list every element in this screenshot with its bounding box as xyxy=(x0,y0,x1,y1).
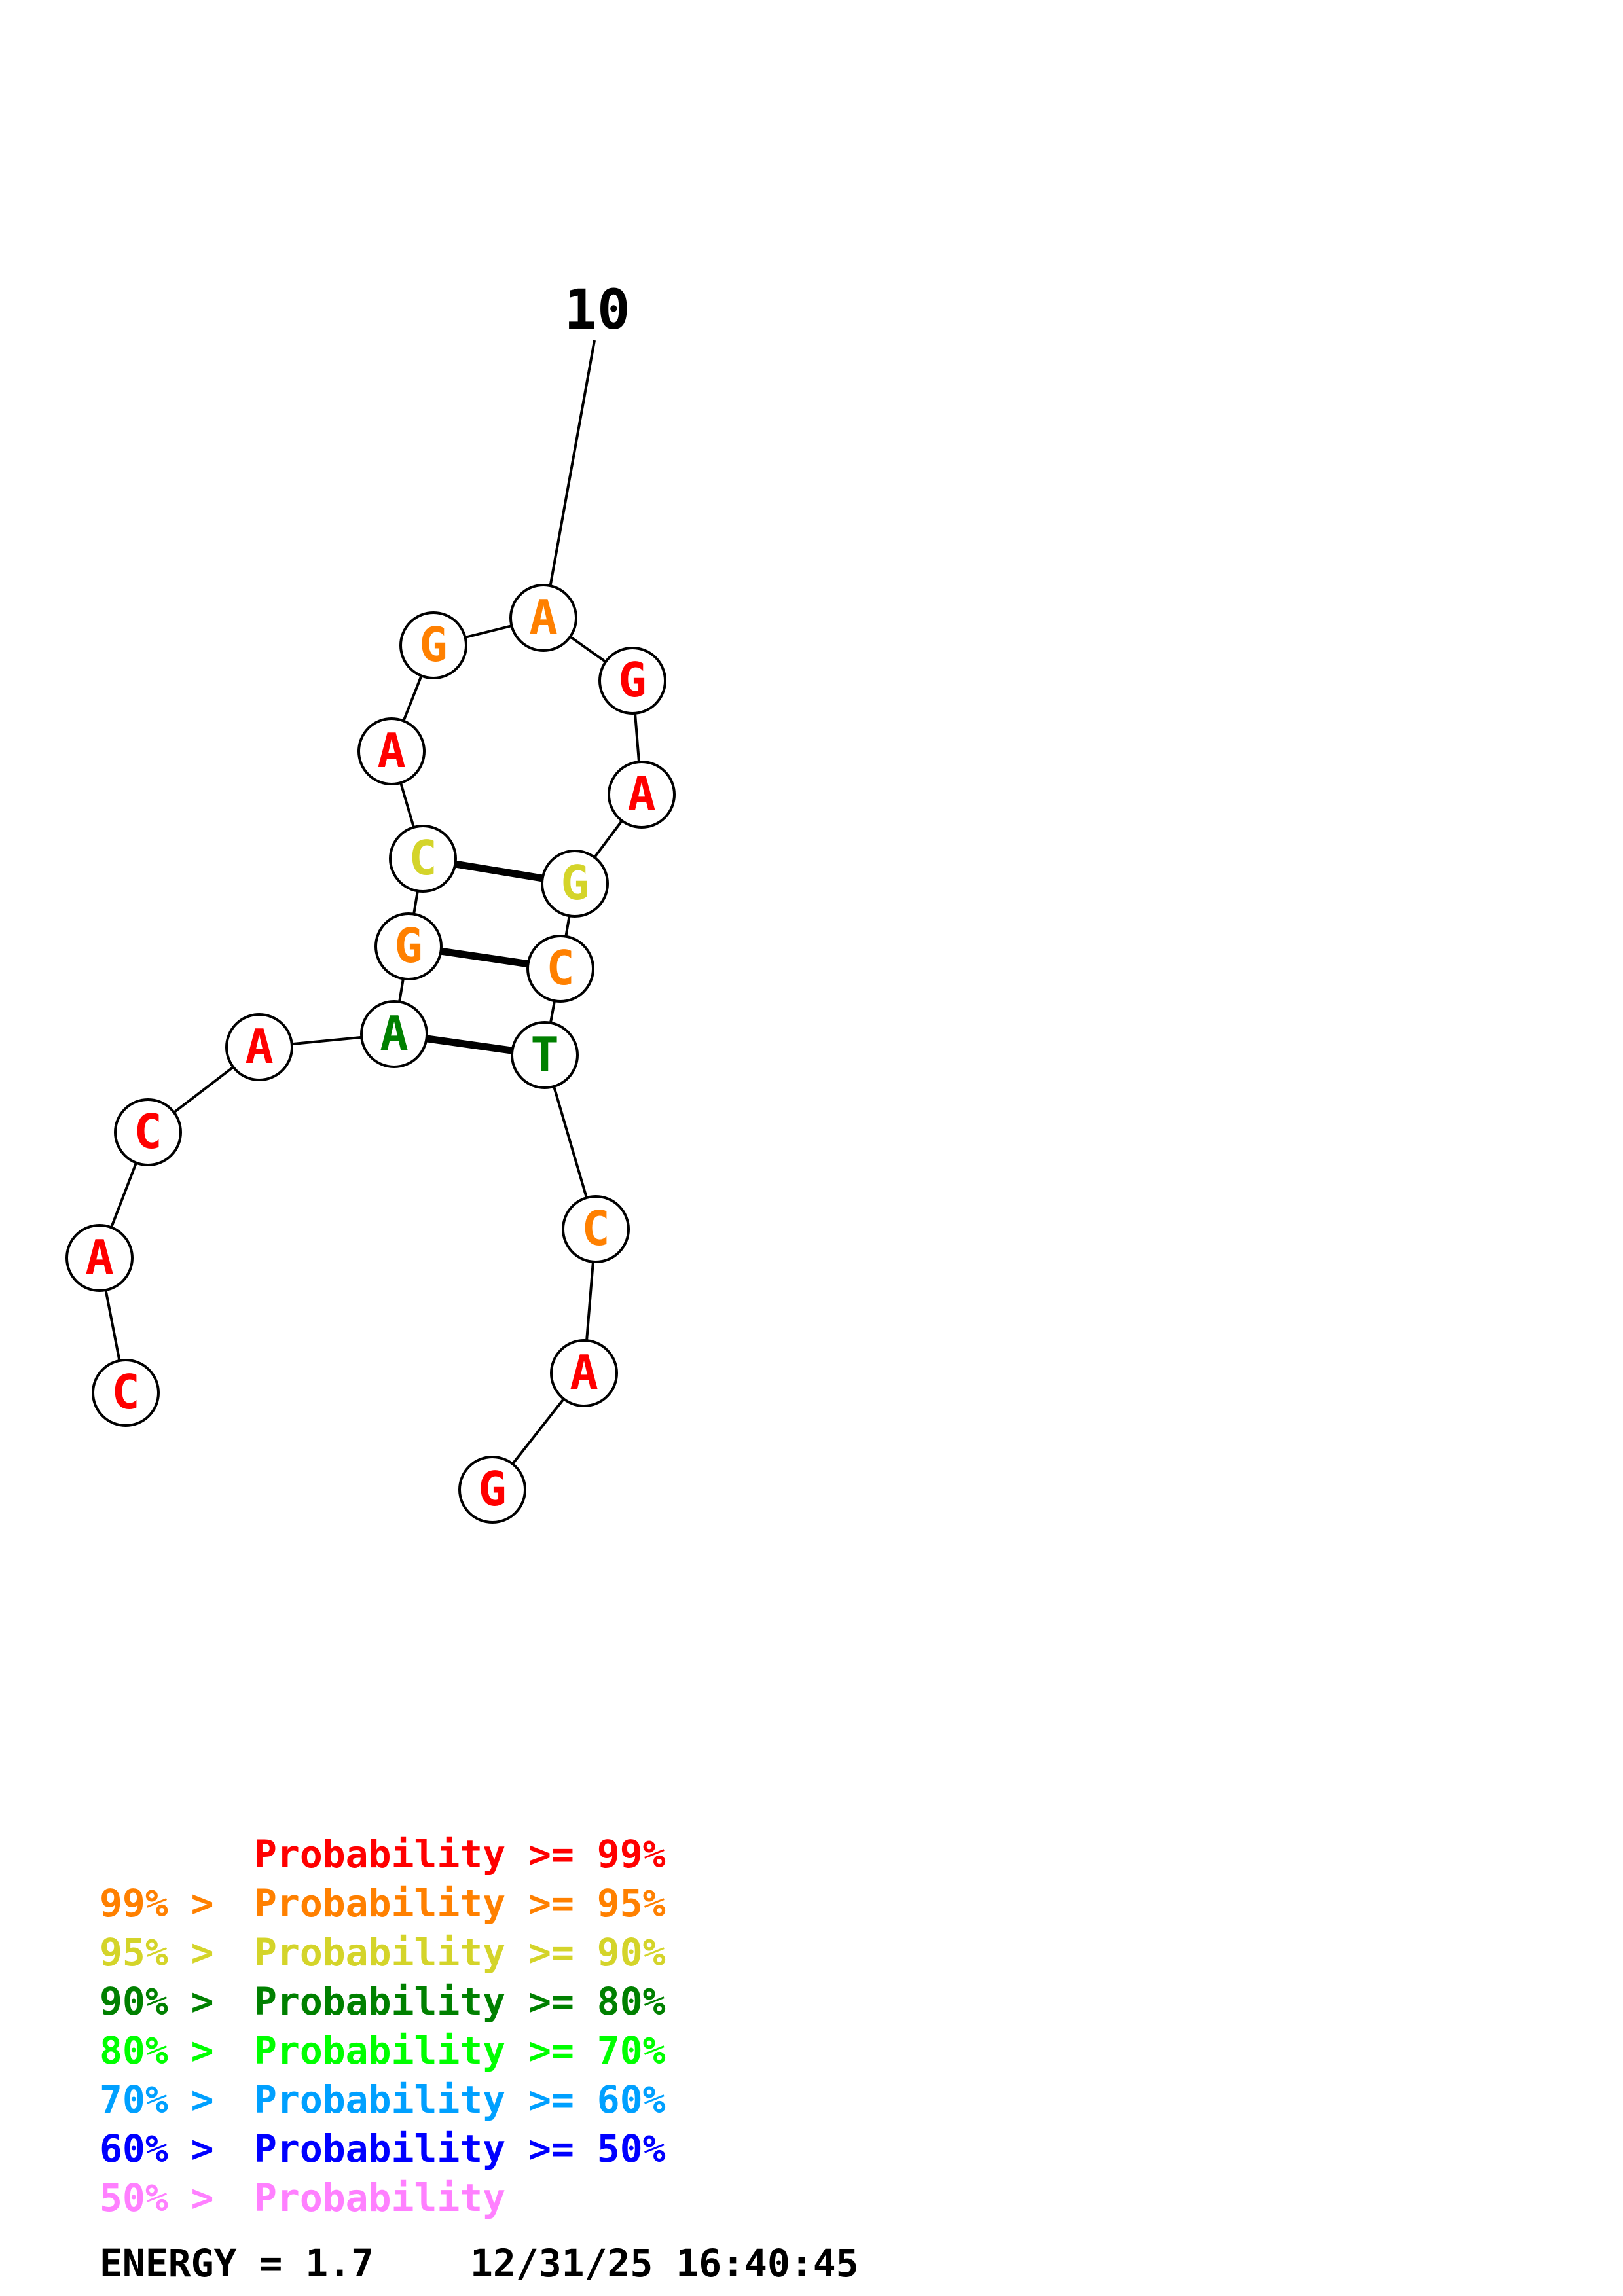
legend-label: Probability >= 99% xyxy=(254,1832,666,1876)
nucleotide-circle xyxy=(225,1013,293,1081)
nucleotide-circle xyxy=(114,1098,182,1166)
nucleotide-letter: A xyxy=(85,1230,113,1285)
nucleotide-circle xyxy=(389,825,457,893)
nucleotide-circle xyxy=(360,1000,428,1068)
nucleotide-letter: G xyxy=(394,918,422,973)
nucleotide-letter: A xyxy=(380,1006,408,1061)
legend-line: 70% > Probability >= 60% xyxy=(100,2077,666,2122)
nucleotide-circle xyxy=(526,935,594,1003)
nucleotide-circle xyxy=(541,850,609,918)
legend-line: Probability >= 99% xyxy=(254,1832,666,1876)
nucleotide-circle xyxy=(608,761,676,829)
nucleotide-letter: C xyxy=(111,1365,139,1420)
nucleotide-circle xyxy=(92,1359,160,1427)
legend-prefix: 90% > xyxy=(100,1979,214,2024)
nucleotide: C xyxy=(92,1359,160,1427)
nucleotide: T xyxy=(511,1021,579,1089)
legend-prefix: 99% > xyxy=(100,1881,214,1926)
nucleotide: A xyxy=(550,1339,618,1407)
nucleotide-circle xyxy=(357,717,426,785)
legend-prefix: 80% > xyxy=(100,2028,214,2073)
tick-line xyxy=(549,340,596,588)
nucleotide: C xyxy=(114,1098,182,1166)
nucleotide-circle xyxy=(458,1456,526,1524)
nucleotide-letter: G xyxy=(419,617,447,672)
nucleotide-letter: G xyxy=(478,1462,506,1516)
legend-label: Probability >= 70% xyxy=(254,2028,666,2073)
nucleotide: G xyxy=(374,912,443,980)
legend-label: Probability >= 95% xyxy=(254,1881,666,1926)
nucleotide-letter: A xyxy=(570,1345,598,1400)
nucleotide-letter: G xyxy=(618,653,646,708)
legend-line: 99% > Probability >= 95% xyxy=(100,1881,666,1926)
nucleotide: A xyxy=(65,1224,134,1292)
nucleotide: A xyxy=(509,584,577,652)
legend-prefix: 50% > xyxy=(100,2176,214,2220)
nucleotide-letter: A xyxy=(377,723,405,778)
nucleotide-circle xyxy=(509,584,577,652)
probability-legend: Probability >= 99% 99% > Probability >= 95… xyxy=(100,1832,666,2220)
legend-line: 50% > Probability xyxy=(100,2176,505,2220)
nucleotide-letter: A xyxy=(627,766,655,821)
legend-label: Probability >= 60% xyxy=(254,2077,666,2122)
legend-label: Probability >= 80% xyxy=(254,1979,666,2024)
nucleotide-letter: G xyxy=(560,855,589,910)
legend-label: Probability >= 90% xyxy=(254,1930,666,1975)
nucleotide-letter: T xyxy=(530,1027,558,1082)
nucleotide-letter: A xyxy=(529,590,557,645)
nucleotide: G xyxy=(541,850,609,918)
nucleotide-circle xyxy=(562,1195,630,1263)
legend-label: Probability >= 50% xyxy=(254,2126,666,2171)
nucleotide: A xyxy=(608,761,676,829)
nucleotide: C xyxy=(389,825,457,893)
nucleotide-circle xyxy=(65,1224,134,1292)
position-tick: 10 xyxy=(549,278,630,588)
nucleotide: G xyxy=(458,1456,526,1524)
nucleotide-circle xyxy=(399,611,467,679)
nucleotide-letter: C xyxy=(134,1104,162,1159)
energy-footer: ENERGY = 1.7 12/31/25 16:40:45 xyxy=(100,2241,859,2286)
nucleotide-circle xyxy=(550,1339,618,1407)
nucleotide: A xyxy=(225,1013,293,1081)
legend-line: 95% > Probability >= 90% xyxy=(100,1930,666,1975)
legend-prefix: 95% > xyxy=(100,1930,214,1975)
nucleotide-letter: A xyxy=(245,1019,273,1074)
energy-value: ENERGY = 1.7 xyxy=(100,2241,374,2286)
nucleotide-letter: C xyxy=(581,1201,610,1256)
legend-line: 90% > Probability >= 80% xyxy=(100,1979,666,2024)
nucleotide: C xyxy=(562,1195,630,1263)
nucleotide: A xyxy=(360,1000,428,1068)
nucleotide-circle xyxy=(511,1021,579,1089)
legend-line: 60% > Probability >= 50% xyxy=(100,2126,666,2171)
legend-prefix: 60% > xyxy=(100,2126,214,2171)
tick-label: 10 xyxy=(564,278,630,342)
nucleotide: G xyxy=(598,647,666,715)
nucleotide: G xyxy=(399,611,467,679)
nucleotide: A xyxy=(357,717,426,785)
footer: ENERGY = 1.7 12/31/25 16:40:45 xyxy=(100,2241,859,2286)
nucleotide-circle xyxy=(598,647,666,715)
legend-line: 80% > Probability >= 70% xyxy=(100,2028,666,2073)
nucleotide-circle xyxy=(374,912,443,980)
nucleotide-letter: C xyxy=(409,831,437,886)
legend-prefix: 70% > xyxy=(100,2077,214,2122)
footer-timestamp: 12/31/25 16:40:45 xyxy=(470,2241,859,2286)
nucleotide-letter: C xyxy=(546,941,574,996)
nucleotide: C xyxy=(526,935,594,1003)
legend-label: Probability xyxy=(254,2176,505,2220)
